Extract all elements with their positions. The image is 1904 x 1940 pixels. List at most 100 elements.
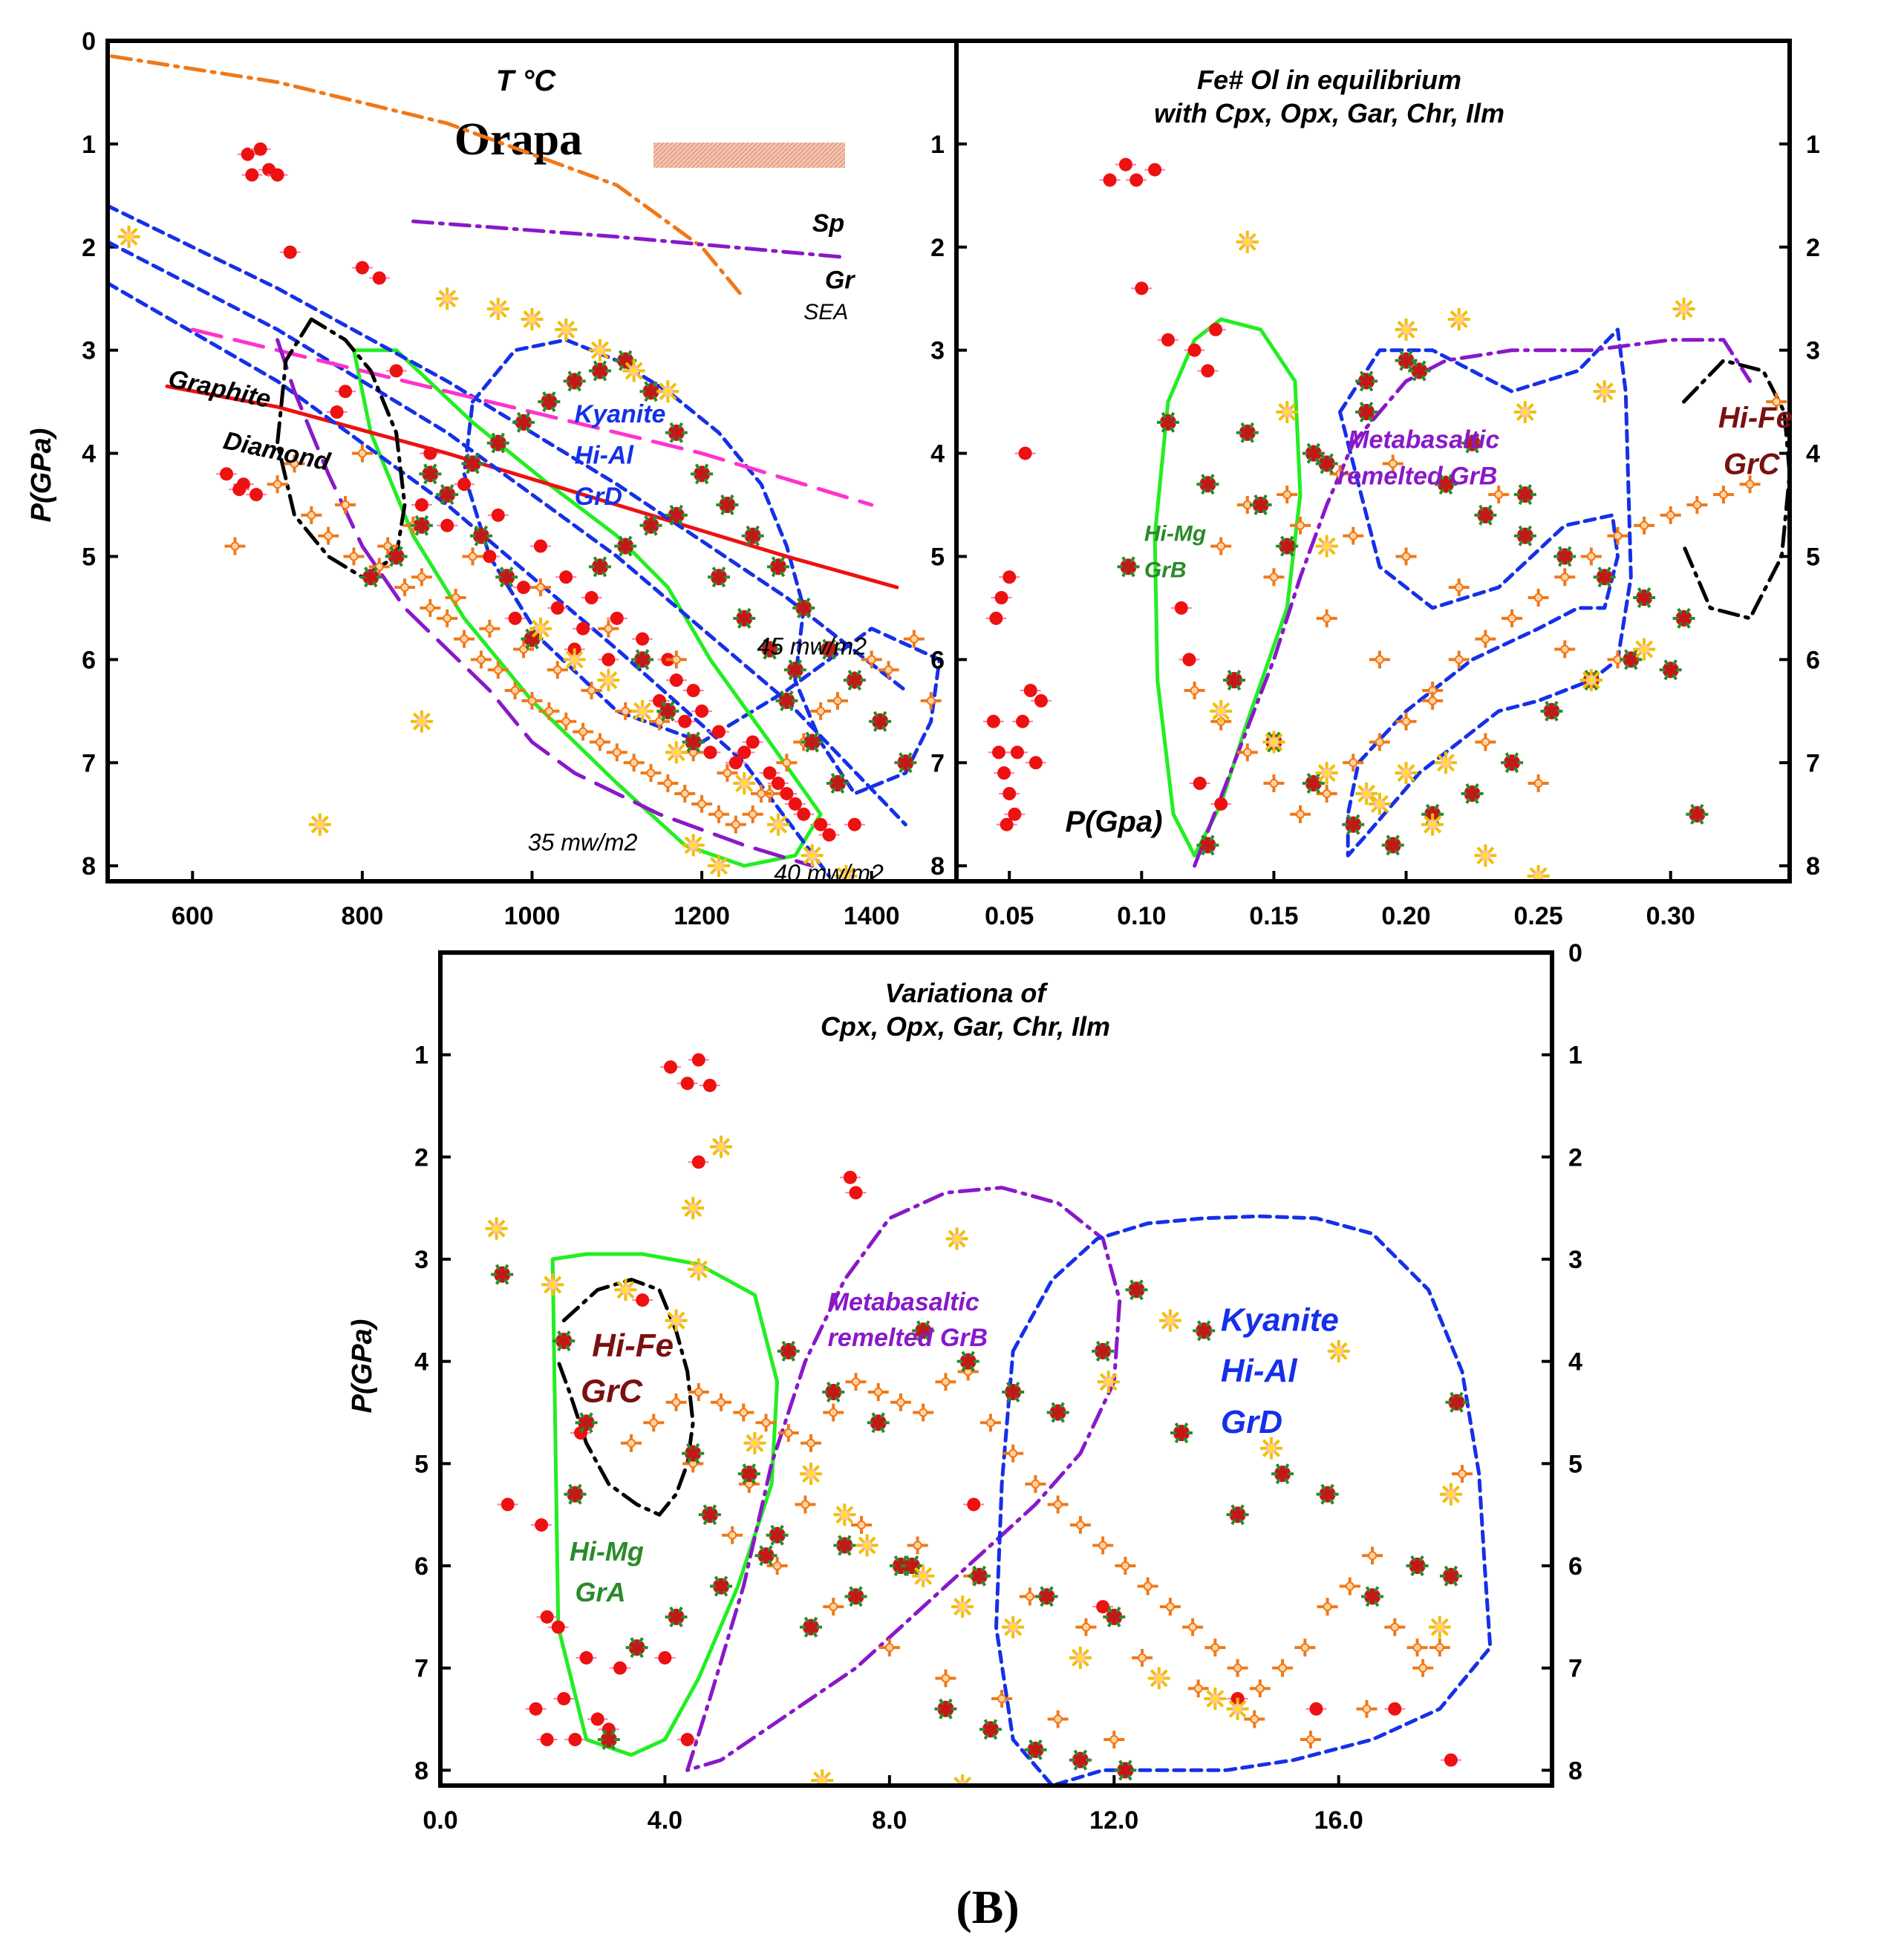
point-star-red-arm: [982, 1723, 999, 1736]
point-red-dot: [695, 704, 709, 718]
point-red-dot: [771, 777, 785, 791]
point-star-red-arm: [713, 1580, 730, 1593]
panel3-ylabel: P(GPa): [347, 1319, 378, 1414]
x-tick-label: 4.0: [648, 1806, 682, 1835]
point-yellow-star: [841, 871, 852, 879]
y-tick-label: 1: [930, 131, 945, 159]
point-orange-cross: [913, 1541, 922, 1550]
y-tick-label: 5: [414, 1450, 428, 1478]
annotation-hi-mg: Hi-Mg: [570, 1536, 644, 1567]
series-line-magenta-boundary: [190, 327, 874, 507]
point-yellow-star: [1321, 768, 1332, 779]
point-red-dot: [1135, 281, 1149, 295]
point-star-red-arm: [1305, 447, 1322, 460]
point-yellow-star: [1008, 1621, 1019, 1633]
point-red-dot: [822, 828, 836, 842]
panel3-subtitle: Cpx, Opx, Gar, Chr, Ilm: [821, 1011, 1110, 1042]
annotation-grc: GrC: [1724, 448, 1781, 480]
point-star-red-arm: [1516, 529, 1533, 542]
point-red-dot: [1028, 756, 1043, 770]
point-orange-cross: [383, 541, 393, 551]
point-red-dot: [1187, 343, 1202, 357]
y-tick-label: 3: [930, 337, 945, 365]
point-star-red-arm: [803, 736, 821, 748]
point-orange-cross: [1269, 779, 1279, 788]
point-star-red-arm: [1662, 664, 1679, 676]
point-orange-cross: [867, 655, 876, 664]
point-yellow-star: [547, 1279, 558, 1290]
point-orange-cross: [1269, 572, 1279, 582]
point-red-dot: [1182, 653, 1196, 667]
point-star-red-arm: [1229, 1509, 1246, 1521]
point-yellow-star: [1519, 407, 1530, 418]
point-star-red-arm: [578, 1417, 595, 1429]
point-orange-cross: [1190, 686, 1199, 696]
point-orange-cross: [1533, 593, 1543, 603]
point-red-dot: [703, 745, 717, 760]
point-yellow-star: [1678, 304, 1689, 315]
annotation-40-mw-m2: 40 mw/m2: [774, 860, 884, 886]
point-yellow-star: [1374, 798, 1385, 809]
point-red-dot: [658, 1650, 672, 1665]
y-tick-label-right: 5: [1568, 1450, 1582, 1478]
point-red-dot: [232, 483, 247, 497]
y-tick-label: 6: [82, 646, 96, 674]
point-yellow-star: [671, 1315, 682, 1326]
point-star-red-arm: [472, 529, 489, 542]
point-yellow-star: [918, 1570, 929, 1581]
point-star-red-arm: [870, 1417, 887, 1429]
point-red-dot: [691, 1053, 705, 1067]
series-line-kyanite-hi-al-grd: [1338, 327, 1633, 858]
point-orange-cross: [1454, 583, 1464, 592]
point-yellow-star: [1599, 386, 1610, 397]
point-yellow-star: [671, 747, 682, 758]
point-orange-cross: [324, 531, 333, 540]
point-red-dot: [1008, 807, 1022, 821]
point-yellow-star: [951, 1233, 962, 1244]
point-orange-cross: [1165, 1602, 1175, 1612]
point-star-red-arm: [1636, 591, 1653, 604]
point-orange-cross: [654, 716, 664, 726]
point-star-red-arm: [515, 416, 532, 429]
point-orange-cross: [307, 510, 316, 520]
point-red-dot: [389, 364, 403, 378]
series-line-40-mw-m2: [110, 241, 907, 827]
point-star-red-arm: [634, 653, 651, 666]
point-red-dot: [568, 1733, 582, 1747]
point-orange-cross: [349, 552, 359, 561]
point-red-dot: [636, 632, 650, 646]
point-orange-cross: [1322, 613, 1331, 623]
point-orange-cross: [832, 696, 842, 705]
point-orange-cross: [1349, 758, 1358, 768]
point-star-red-arm: [628, 1642, 645, 1654]
point-red-dot: [1118, 157, 1132, 172]
point-yellow-star: [123, 231, 134, 242]
point-red-dot: [1103, 173, 1117, 187]
point-orange-cross: [273, 480, 282, 489]
point-star-red-arm: [937, 1702, 954, 1715]
series-line-purple-boundary: [276, 338, 815, 868]
series-line-hi-mg-grb-boundary: [1152, 317, 1303, 858]
panel1-plot-area: [110, 54, 942, 879]
point-orange-cross: [587, 686, 596, 696]
point-orange-cross: [1666, 510, 1675, 520]
y-tick-label: 1: [82, 131, 96, 159]
point-star-red-arm: [1305, 777, 1322, 790]
point-red-dot: [994, 591, 1008, 605]
point-red-dot: [250, 488, 264, 502]
point-red-dot: [763, 766, 777, 780]
point-orange-cross: [578, 727, 588, 737]
point-orange-cross: [1349, 531, 1358, 540]
point-orange-cross: [697, 799, 707, 809]
y-tick-label-right: 8: [1568, 1757, 1582, 1785]
point-red-dot: [1148, 163, 1162, 177]
point-star-red-arm: [1159, 416, 1176, 429]
point-red-dot: [423, 446, 437, 460]
point-yellow-star: [749, 1437, 760, 1449]
point-orange-cross: [1053, 1714, 1063, 1724]
point-star-red-arm: [642, 385, 659, 398]
point-orange-cross: [426, 603, 435, 613]
point-red-dot: [680, 1077, 694, 1091]
point-orange-cross: [1745, 480, 1755, 489]
annotation-remelted-grb: remelted GrB: [828, 1324, 988, 1352]
